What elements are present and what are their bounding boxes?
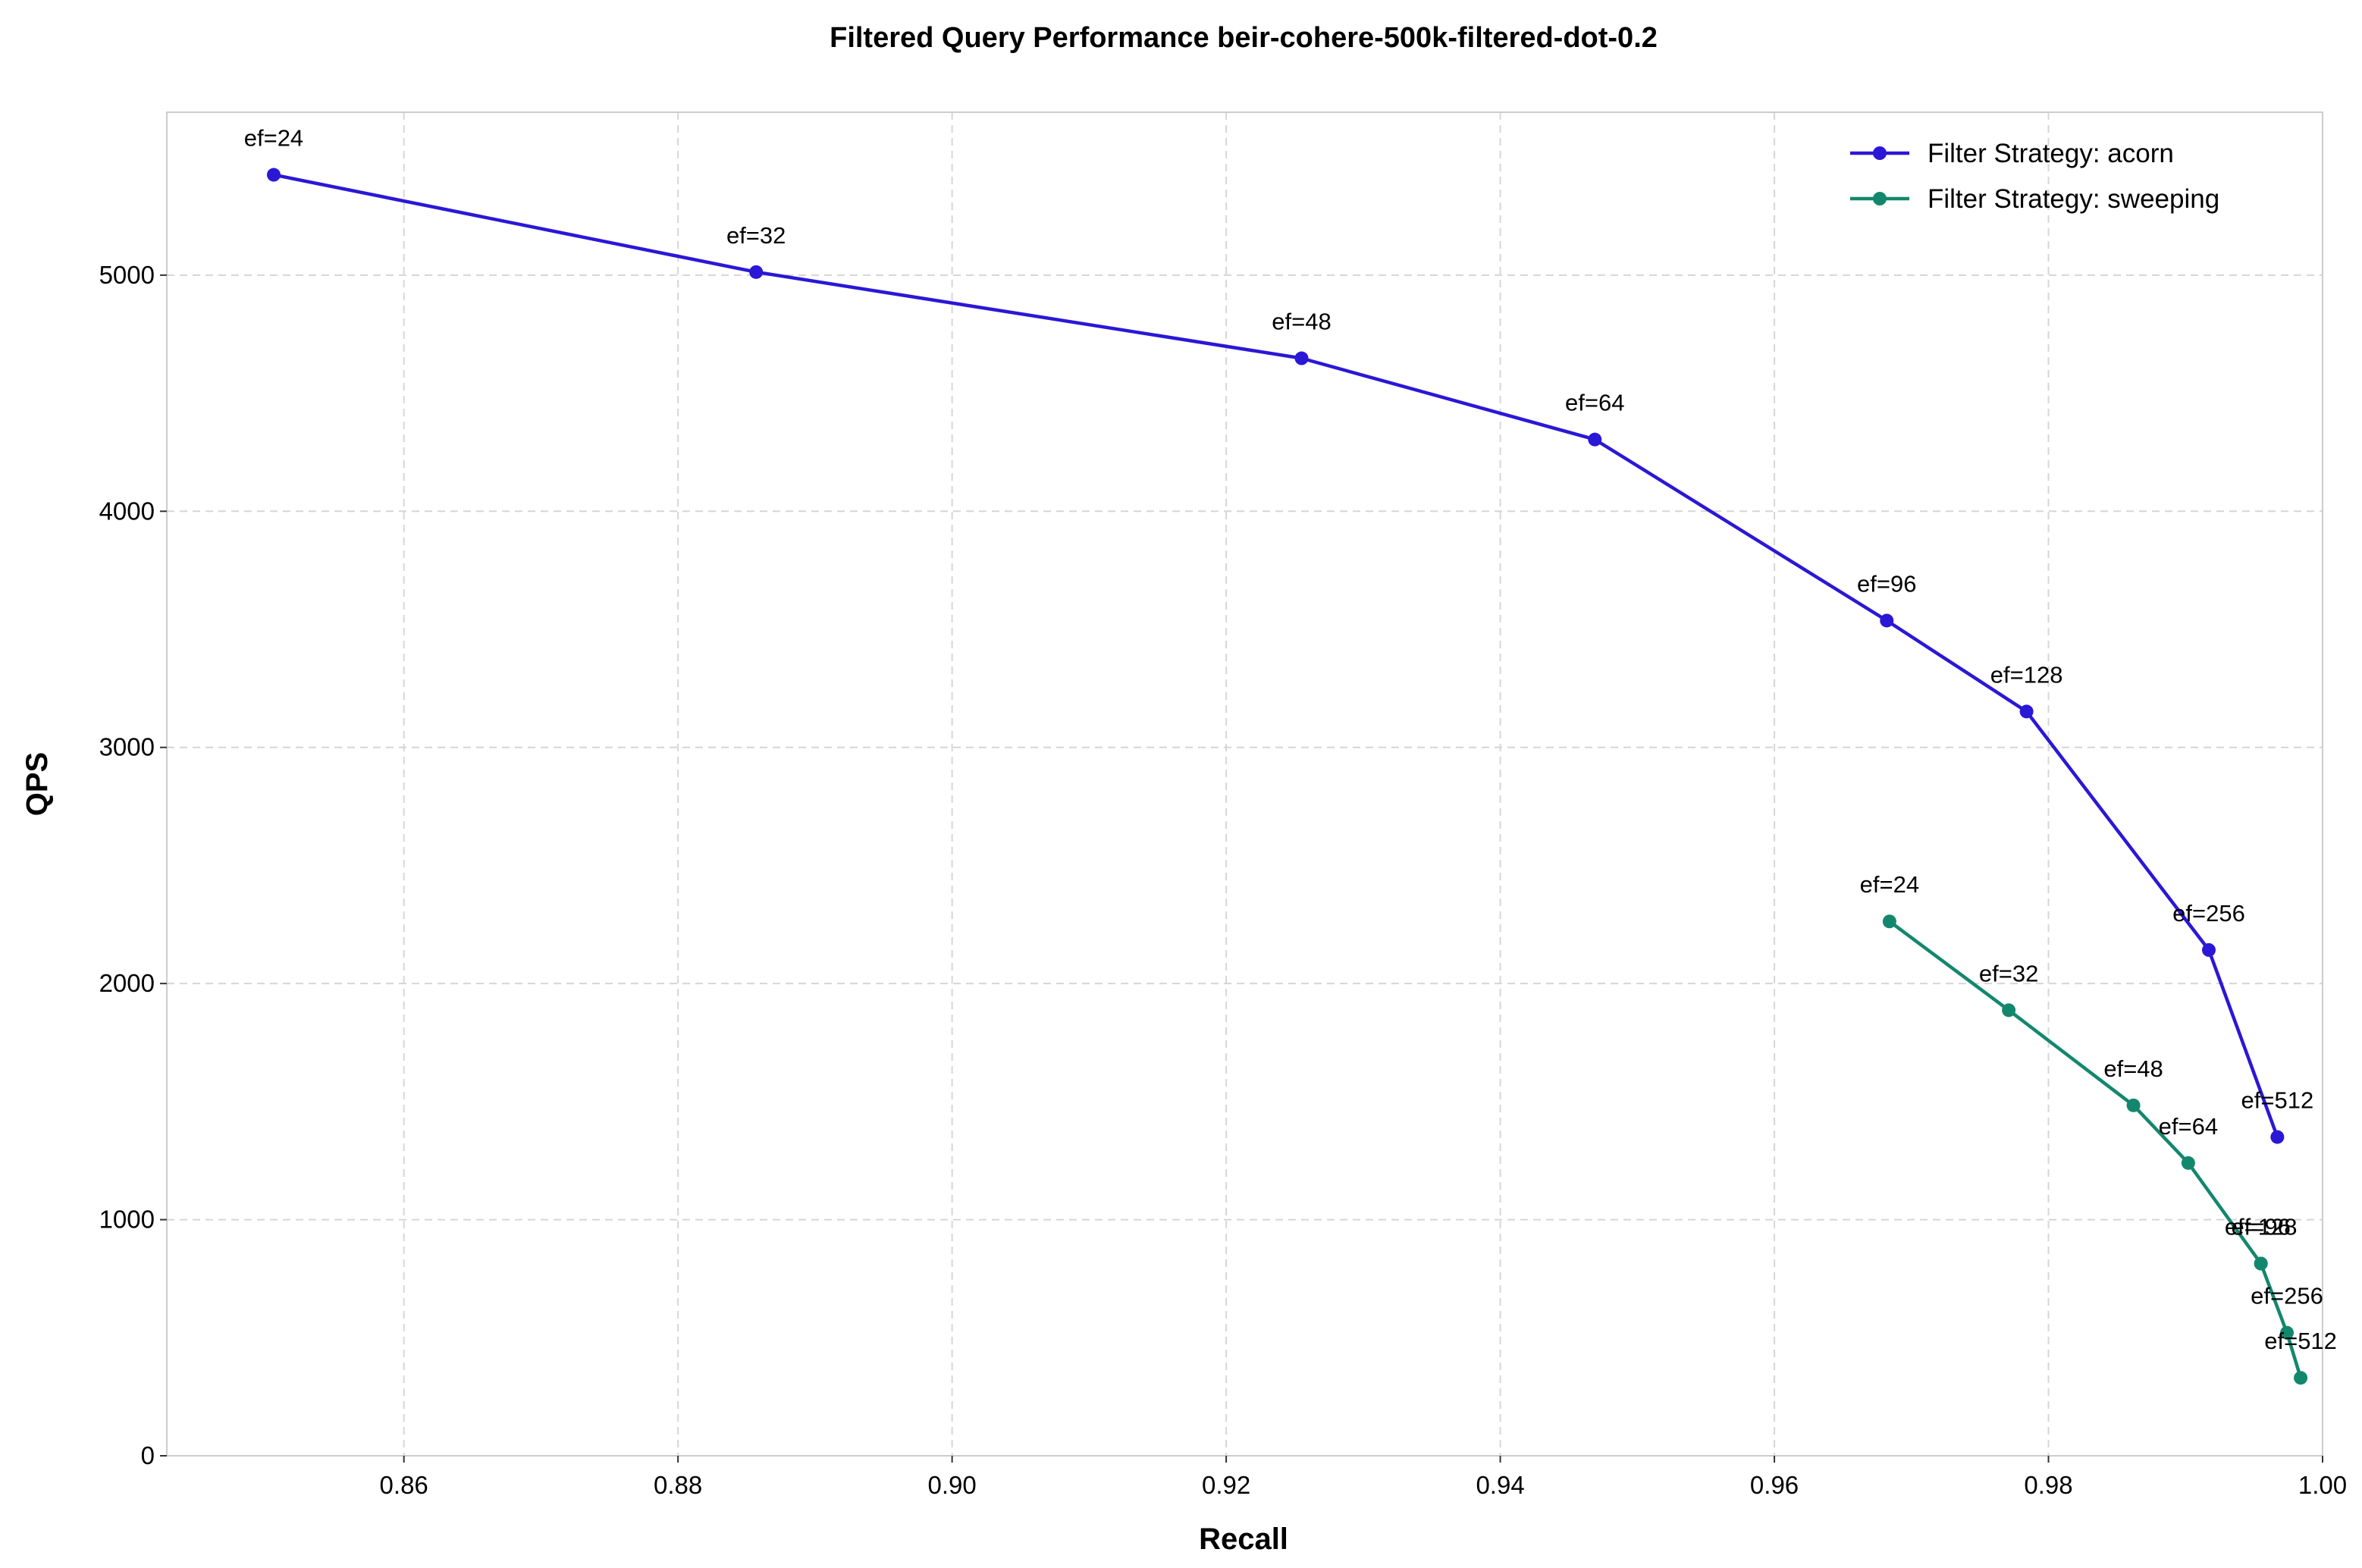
point-annotation: ef=64 — [1565, 390, 1624, 416]
data-point — [1882, 914, 1896, 929]
y-tick-label: 4000 — [99, 497, 155, 525]
x-tick-label: 0.92 — [1202, 1471, 1250, 1499]
legend-marker — [1873, 146, 1887, 160]
x-tick-label: 1.00 — [2298, 1471, 2347, 1499]
legend-entry: Filter Strategy: acorn — [1850, 139, 2174, 168]
y-axis-label: QPS — [20, 752, 54, 816]
chart-title: Filtered Query Performance beir-cohere-5… — [830, 22, 1658, 54]
data-point — [2181, 1156, 2195, 1170]
legend-label: Filter Strategy: sweeping — [1928, 184, 2219, 214]
series-2 — [1882, 914, 2308, 1385]
y-tick-label: 0 — [141, 1441, 155, 1469]
data-point — [266, 168, 281, 182]
y-tick-label: 1000 — [99, 1206, 155, 1234]
x-tick-label: 0.86 — [380, 1471, 428, 1499]
point-annotation: ef=256 — [2251, 1283, 2323, 1309]
data-point — [2280, 1325, 2295, 1340]
x-tick-label: 0.94 — [1476, 1471, 1524, 1499]
annotation-layer: ef=24ef=32ef=48ef=64ef=96ef=128ef=256ef=… — [244, 125, 2337, 1355]
y-tick-label: 2000 — [99, 969, 155, 997]
point-annotation: ef=512 — [2241, 1087, 2314, 1114]
data-point — [2126, 1098, 2141, 1112]
point-annotation: ef=32 — [726, 222, 786, 249]
point-annotation: ef=24 — [1860, 871, 1919, 898]
x-tick-label: 0.98 — [2024, 1471, 2072, 1499]
data-point — [749, 265, 764, 279]
point-annotation: ef=48 — [2103, 1055, 2163, 1082]
data-point — [1294, 351, 1309, 365]
legend-label: Filter Strategy: acorn — [1928, 139, 2174, 168]
series-1 — [266, 168, 2285, 1144]
series-line — [1888, 920, 2303, 1378]
x-tick-label: 0.96 — [1750, 1471, 1799, 1499]
data-point — [1880, 613, 1894, 628]
tick-layer: 0.86 0.88 0.90 0.92 0.94 0.96 0.98 1.00 0 1000 200… — [99, 261, 2348, 1499]
x-tick-label: 0.90 — [928, 1471, 977, 1499]
legend-entry: Filter Strategy: sweeping — [1850, 184, 2219, 214]
data-point — [2019, 704, 2034, 719]
legend-marker — [1873, 192, 1887, 205]
point-annotation: ef=64 — [2159, 1113, 2218, 1140]
data-point — [2002, 1003, 2016, 1018]
y-tick-label: 3000 — [99, 733, 155, 761]
data-point — [1588, 432, 1602, 447]
data-point — [2270, 1130, 2285, 1144]
point-annotation: ef=256 — [2172, 900, 2245, 927]
point-annotation: ef=96 — [2231, 1214, 2290, 1240]
point-annotation: ef=32 — [1979, 960, 2038, 986]
point-annotation: ef=96 — [1857, 570, 1916, 597]
point-annotation: ef=24 — [244, 125, 303, 152]
series-layer — [266, 168, 2308, 1385]
point-annotation: ef=128 — [1990, 661, 2063, 688]
point-annotation: ef=512 — [2264, 1328, 2337, 1354]
point-annotation: ef=128 — [2225, 1214, 2298, 1240]
plot-frame — [166, 111, 2323, 1457]
data-point — [2294, 1371, 2308, 1385]
data-point — [2201, 942, 2216, 957]
y-tick-label: 5000 — [99, 261, 155, 289]
data-point — [2254, 1256, 2268, 1271]
x-tick-label: 0.88 — [654, 1471, 702, 1499]
grid-layer — [167, 112, 2323, 1457]
x-axis-label: Recall — [1199, 1523, 1288, 1556]
legend: Filter Strategy: acorn Filter Strategy: s… — [1850, 139, 2219, 214]
series-line — [273, 173, 2279, 1138]
point-annotation: ef=48 — [1272, 309, 1331, 335]
